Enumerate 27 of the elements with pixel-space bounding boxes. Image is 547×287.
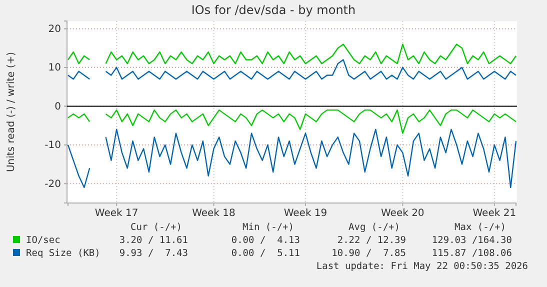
- y-axis-title: Units read (-) / write (+): [6, 52, 17, 172]
- text: Last update: Fri May 22 00:50:35 2026: [316, 261, 528, 272]
- y-tick-label: 0: [54, 101, 61, 112]
- y-tick-label: 10: [48, 62, 61, 74]
- text: Cur (-/+): [130, 222, 182, 233]
- text: 129.03 /164.30: [432, 235, 512, 246]
- chart-title: IOs for /dev/sda - by month: [191, 3, 356, 17]
- text: 0.00 / 5.11: [231, 248, 300, 259]
- text: Min (-/+): [242, 222, 294, 233]
- text: 10.90 / 7.85: [332, 248, 406, 259]
- legend-label: IO/sec: [26, 235, 60, 246]
- y-tick-label: -20: [44, 178, 61, 190]
- text: Avg (-/+): [348, 222, 400, 233]
- x-tick-label: Week 17: [94, 208, 138, 220]
- x-tick-label: Week 18: [192, 208, 236, 220]
- x-tick-label: Week 19: [284, 208, 328, 220]
- x-tick-label: Week 20: [380, 208, 424, 220]
- y-tick-label: -10: [44, 140, 61, 152]
- text: 9.93 / 7.43: [119, 248, 188, 259]
- text: 2.22 / 12.39: [337, 235, 406, 246]
- text: 3.20 / 11.61: [119, 235, 188, 246]
- text: 115.87 /108.06: [432, 248, 512, 259]
- text: Max (-/+): [454, 222, 506, 233]
- legend-label: Req Size (KB): [26, 248, 100, 259]
- x-tick-label: Week 21: [472, 208, 516, 220]
- text: 0.00 / 4.13: [231, 235, 300, 246]
- y-tick-label: 20: [48, 24, 61, 35]
